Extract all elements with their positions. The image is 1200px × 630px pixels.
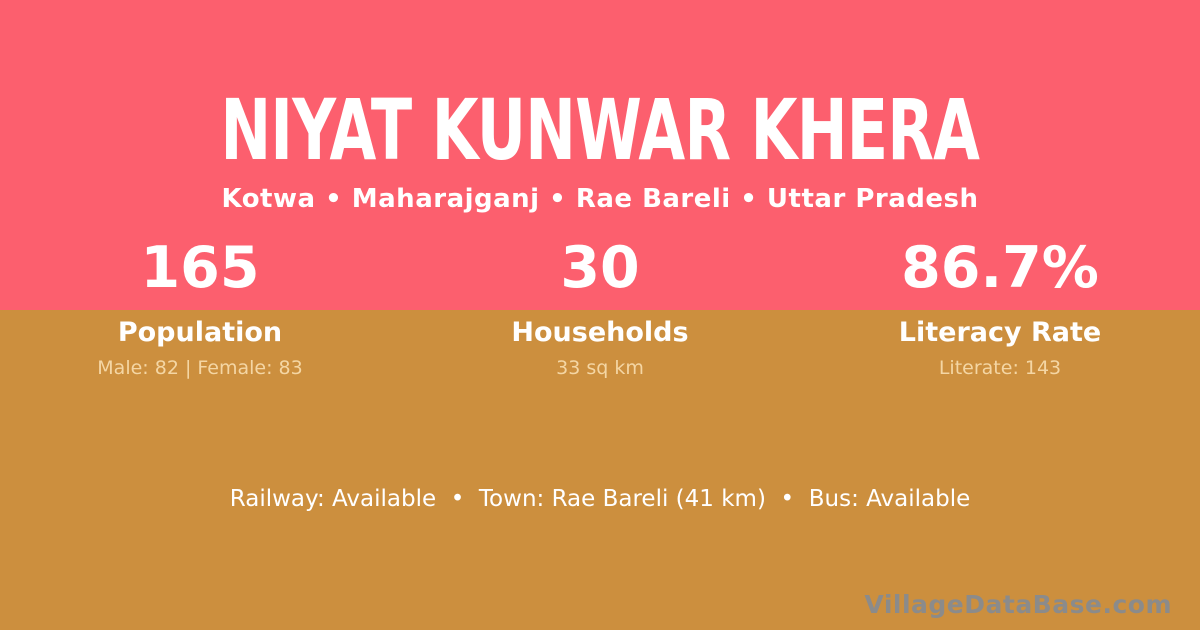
page-title-wrap: NIYAT KUNWAR KHERA bbox=[0, 88, 1200, 172]
transport-info: Railway: Available • Town: Rae Bareli (4… bbox=[229, 486, 971, 512]
breadcrumb: Kotwa • Maharajganj • Rae Bareli • Uttar… bbox=[221, 184, 979, 214]
households-value: 30 bbox=[560, 235, 640, 301]
population-detail: Male: 82 | Female: 83 bbox=[97, 357, 303, 379]
stat-population: 165 Population Male: 82 | Female: 83 bbox=[0, 238, 400, 379]
households-label: Households bbox=[511, 317, 689, 348]
stat-households: 30 Households 33 sq km bbox=[400, 238, 800, 379]
watermark: VillageDataBase.com bbox=[864, 590, 1172, 619]
stats-row: 165 Population Male: 82 | Female: 83 30 … bbox=[0, 238, 1200, 379]
households-detail: 33 sq km bbox=[556, 357, 644, 379]
stat-literacy: 86.7% Literacy Rate Literate: 143 bbox=[800, 238, 1200, 379]
literacy-value: 86.7% bbox=[901, 235, 1099, 301]
population-value: 165 bbox=[140, 235, 260, 301]
details-section bbox=[0, 310, 1200, 630]
literacy-label: Literacy Rate bbox=[898, 317, 1102, 348]
page-title: NIYAT KUNWAR KHERA bbox=[220, 81, 980, 179]
header-section bbox=[0, 0, 1200, 310]
literacy-detail: Literate: 143 bbox=[938, 357, 1062, 379]
population-label: Population bbox=[117, 317, 283, 348]
